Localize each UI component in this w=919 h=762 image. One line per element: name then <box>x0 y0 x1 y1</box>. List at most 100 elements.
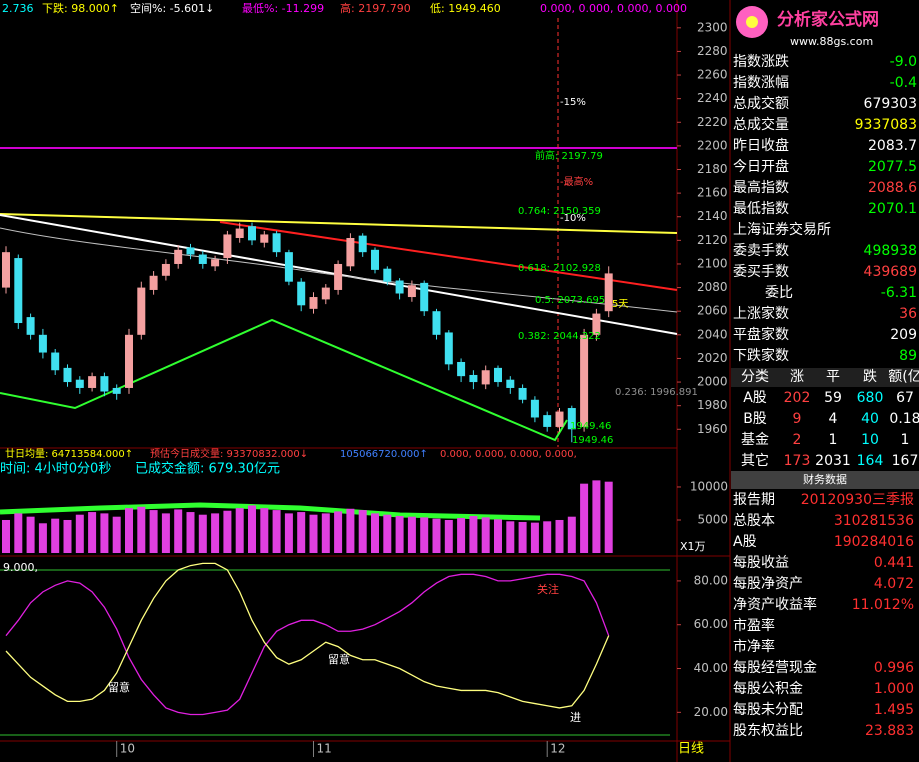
finance-label: 每股净资产 <box>733 576 803 592</box>
x-tick-label: 12 <box>550 742 565 756</box>
candle-body <box>260 234 269 243</box>
finance-value: 4.072 <box>874 576 914 592</box>
candle-body <box>494 367 502 383</box>
finance-label: 市净率 <box>733 638 775 655</box>
volume-info: 已成交金额: 679.30亿元 <box>135 461 280 477</box>
candle-body <box>137 287 146 335</box>
candle-body <box>26 317 35 335</box>
table-cell: 其它 <box>741 452 769 469</box>
table-header: 跌 <box>863 369 877 385</box>
volume-bar <box>38 523 47 553</box>
volume-bar <box>518 521 527 553</box>
y-tick-label: 1960 <box>697 422 728 436</box>
volume-bar <box>63 519 72 553</box>
stat-label: 上涨家数 <box>733 305 789 322</box>
y-tick-label: 1980 <box>697 398 728 412</box>
candle-body <box>530 399 539 418</box>
candle-body <box>161 263 170 276</box>
table-cell: 167 <box>892 453 919 469</box>
volume-bar <box>371 513 379 553</box>
candle-body <box>149 275 158 290</box>
volume-bar <box>334 511 343 553</box>
finance-label: 每股收益 <box>733 555 789 571</box>
table-cell: 1 <box>901 432 910 448</box>
volume-bar <box>149 510 158 553</box>
table-cell: 67 <box>896 390 914 406</box>
table-cell: 173 <box>784 453 811 469</box>
volume-bar <box>567 516 576 553</box>
candle-body <box>592 313 601 335</box>
x-tick-label: 10 <box>120 742 135 756</box>
finance-label: 股东权益比 <box>733 723 803 739</box>
candle-body <box>125 334 133 388</box>
y-tick-label: 2060 <box>697 304 728 318</box>
annotation: 前高: 2197.79 <box>535 149 603 162</box>
zigzag-line <box>0 318 568 442</box>
finance-label: 每股公积金 <box>733 681 803 697</box>
volume-bar <box>604 481 613 553</box>
candle-body <box>567 408 576 430</box>
volume-bar <box>137 506 146 553</box>
volume-bar <box>235 508 244 553</box>
y-tick-label: 2180 <box>697 162 728 176</box>
annotation: 进 <box>570 711 581 724</box>
trend-line <box>219 221 678 291</box>
candle-body <box>297 281 306 306</box>
period[interactable]: 日线 <box>678 742 704 757</box>
header-info: 2.736 <box>2 2 34 15</box>
finance-label: 每股经营现金 <box>733 660 817 676</box>
volume-bar <box>198 514 207 553</box>
trend-line <box>0 213 678 234</box>
volume-bar <box>592 480 601 553</box>
volume-bar <box>383 514 392 553</box>
volume-bar <box>321 513 330 553</box>
stat-value: 2088.6 <box>868 180 917 196</box>
table-cell: 2031 <box>815 453 851 469</box>
y-tick-label: 60.00 <box>694 617 728 631</box>
y-tick-label: 2040 <box>697 327 728 341</box>
stat-label: 昨日收盘 <box>733 137 789 154</box>
candle-body <box>371 249 379 270</box>
stat-label: 下跌家数 <box>733 347 789 364</box>
volume-legend: 廿日均量: 64713584.000↑ <box>5 448 133 460</box>
y-tick-label: 2000 <box>697 375 728 389</box>
finance-value: 20120930三季报 <box>801 492 914 508</box>
table-cell: 59 <box>824 390 842 406</box>
table-cell: 40 <box>861 411 879 427</box>
volume-legend: 105066720.000↑ <box>340 449 428 460</box>
stat-value: -0.4 <box>890 75 917 91</box>
table-cell: 4 <box>829 411 838 427</box>
y-tick-label: 2100 <box>697 256 728 270</box>
volume-bar <box>432 518 441 553</box>
y-tick-label: 2240 <box>697 91 728 105</box>
table-cell: 202 <box>784 390 811 406</box>
stat-value: 89 <box>899 348 917 364</box>
volume-bar <box>543 521 552 553</box>
volume-bar <box>420 517 429 553</box>
y-tick-label: 2280 <box>697 44 728 58</box>
candle-body <box>457 361 466 377</box>
finance-label: 报告期 <box>733 492 775 508</box>
stat-value: 498938 <box>864 243 917 259</box>
candle-body <box>481 370 490 385</box>
y-tick-label: 2200 <box>697 138 728 152</box>
candle-body <box>432 311 441 335</box>
header-info: 最低%: -11.299 <box>242 2 324 15</box>
candle-body <box>407 285 416 298</box>
volume-bar <box>75 514 84 553</box>
volume-bar <box>457 518 466 553</box>
candle-body <box>223 234 232 259</box>
finance-value: 310281536 <box>834 513 914 529</box>
candle-body <box>100 376 109 392</box>
volume-bar <box>530 522 539 553</box>
annotation: -最高% <box>560 175 593 188</box>
volume-bar <box>174 509 183 553</box>
y-tick-label: 2120 <box>697 233 728 247</box>
stat-value: 9337083 <box>855 117 917 133</box>
table-header: 平 <box>826 369 840 385</box>
volume-bar <box>481 517 490 553</box>
candle-body <box>174 249 183 264</box>
finance-header-bg <box>731 471 919 489</box>
candle-body <box>518 387 527 400</box>
